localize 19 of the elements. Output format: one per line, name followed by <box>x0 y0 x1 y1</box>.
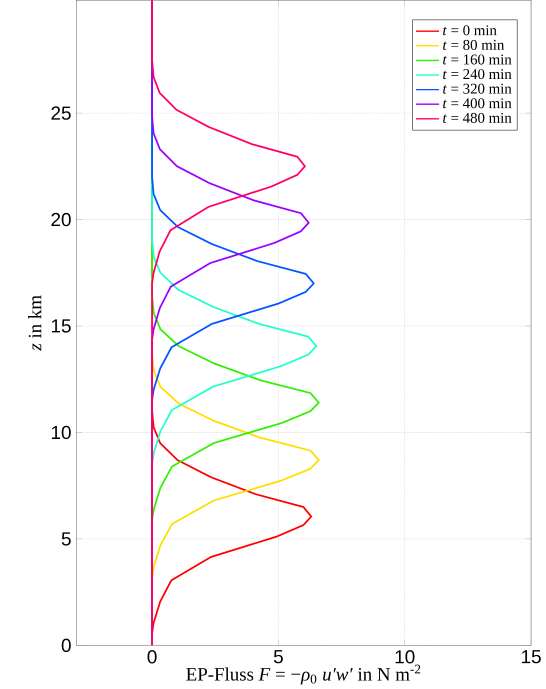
legend-label: t = 240 min <box>443 69 512 80</box>
x-tick-label: 5 <box>274 650 283 664</box>
y-tick-label: 10 <box>52 426 71 440</box>
legend-label: t = 160 min <box>443 54 512 64</box>
y-tick-label: 0 <box>62 638 71 652</box>
x-tick-label: 15 <box>522 650 541 664</box>
legend-label: t = 320 min <box>443 84 512 94</box>
legend-label: t = 480 min <box>443 112 512 123</box>
legend-label: t = 80 min <box>443 40 504 50</box>
y-axis-title: z in km <box>28 295 42 351</box>
legend-label: t = 0 min <box>443 25 497 36</box>
legend-label: t = 400 min <box>443 98 512 108</box>
x-tick-label: 0 <box>148 650 157 664</box>
y-tick-label: 15 <box>52 319 71 333</box>
y-tick-label: 25 <box>51 106 71 120</box>
x-axis-title: EP-Fluss F = −ρ$_{0}$ u′w′ in N m$^{-2}$ <box>186 664 420 684</box>
y-tick-label: 5 <box>62 532 71 546</box>
y-tick-label: 20 <box>51 212 71 226</box>
x-tick-label: 10 <box>396 650 414 664</box>
